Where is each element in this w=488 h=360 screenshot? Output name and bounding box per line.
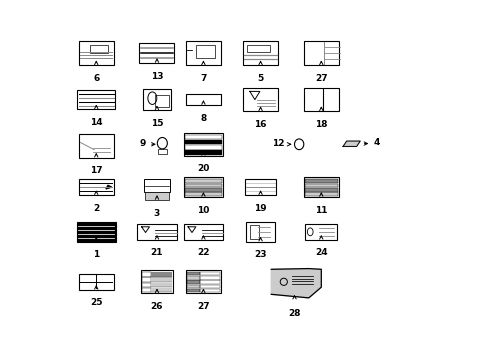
Bar [77,222,116,242]
Bar [183,224,223,240]
Bar [184,184,222,187]
Bar [186,280,200,284]
Text: 14: 14 [90,118,102,127]
Bar [183,133,223,156]
Text: 1: 1 [93,250,99,259]
Bar [303,41,338,65]
Bar [184,135,222,139]
Text: 28: 28 [287,309,300,318]
Bar [142,278,151,282]
Text: 23: 23 [254,250,266,259]
Bar [79,134,114,158]
Text: 21: 21 [150,248,163,257]
Bar [200,280,220,284]
Text: 8: 8 [200,113,206,122]
Bar [155,95,168,107]
Text: 10: 10 [197,206,209,215]
Bar [151,278,171,282]
Bar [77,90,115,109]
Bar [247,45,269,52]
Bar [200,272,220,275]
Bar [184,140,222,144]
Bar [186,285,200,288]
Bar [183,177,223,197]
Bar [79,274,114,290]
Bar [90,45,108,53]
Text: 26: 26 [150,302,163,311]
Bar [79,179,114,195]
Bar [151,283,171,287]
Bar [185,270,221,293]
Text: 7: 7 [200,74,206,83]
Bar [305,224,337,240]
Bar [137,224,176,240]
Polygon shape [343,141,360,147]
Bar [141,270,173,293]
Bar [249,225,258,239]
Polygon shape [271,269,321,298]
Bar [304,192,337,196]
Text: 3: 3 [154,208,160,217]
Bar [184,150,222,155]
Bar [195,45,214,58]
Text: 15: 15 [150,119,163,128]
Polygon shape [106,185,111,189]
Bar [186,272,200,275]
Bar [184,145,222,149]
Bar [144,192,169,199]
Text: 11: 11 [314,206,327,215]
Bar [184,192,222,196]
Text: 24: 24 [314,248,327,257]
Bar [200,285,220,288]
Text: 4: 4 [373,138,379,147]
Text: 12: 12 [272,139,285,148]
Bar [200,289,220,292]
Bar [143,179,170,192]
Bar [243,41,278,65]
Bar [304,188,337,192]
Text: 25: 25 [90,298,102,307]
Text: 5: 5 [257,74,263,83]
Bar [151,288,171,292]
Text: 22: 22 [197,248,209,257]
Text: 13: 13 [150,72,163,81]
Bar [184,179,222,183]
Bar [244,179,276,195]
Bar [185,94,221,105]
Text: 27: 27 [314,74,327,83]
Text: 2: 2 [93,204,99,213]
Bar [304,184,337,187]
Bar [184,188,222,192]
Bar [186,289,200,292]
Bar [303,88,338,111]
Text: 27: 27 [197,302,209,311]
Bar [186,276,200,280]
Text: 16: 16 [254,120,266,129]
Text: 18: 18 [314,120,327,129]
Bar [303,177,338,197]
Bar [185,41,221,65]
Bar [200,276,220,280]
Bar [158,149,166,154]
Bar [142,89,171,111]
Bar [243,88,278,111]
Text: 6: 6 [93,74,99,83]
Text: 20: 20 [197,165,209,174]
Text: 19: 19 [254,204,266,213]
Bar [151,272,171,276]
Bar [142,283,151,287]
Bar [79,41,114,65]
Text: 9: 9 [139,139,145,148]
Text: 17: 17 [90,166,102,175]
Bar [142,288,151,292]
Bar [139,43,174,63]
Bar [142,272,151,276]
Bar [304,179,337,183]
Bar [246,222,274,242]
